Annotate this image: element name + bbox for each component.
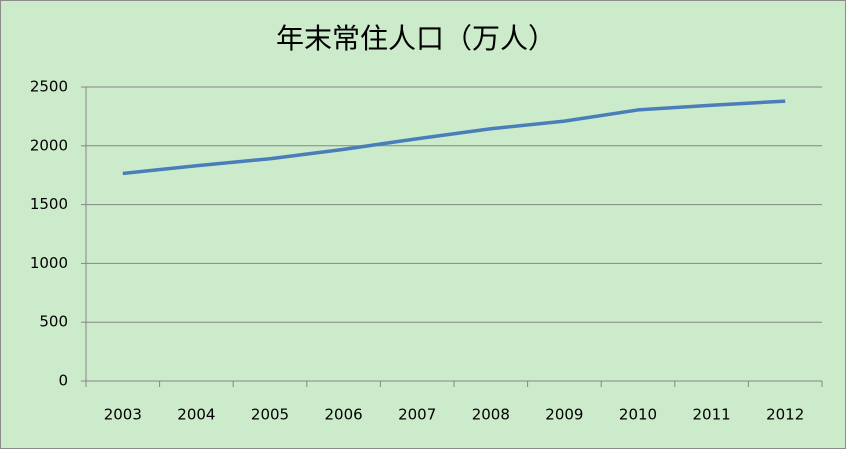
y-tick-label: 1000 xyxy=(30,254,68,272)
x-tick-label: 2003 xyxy=(104,406,142,424)
x-tick-label: 2012 xyxy=(766,406,804,424)
data-line xyxy=(122,99,786,176)
x-tick-label: 2004 xyxy=(177,406,215,424)
y-tick-label: 2500 xyxy=(30,78,68,96)
x-tick-label: 2009 xyxy=(545,406,583,424)
x-tick-label: 2007 xyxy=(398,406,436,424)
x-tick-label: 2010 xyxy=(619,406,657,424)
x-tick-label: 2006 xyxy=(325,406,363,424)
y-tick-label: 0 xyxy=(58,372,68,390)
y-tick-label: 2000 xyxy=(30,136,68,154)
x-tick-label: 2005 xyxy=(251,406,289,424)
y-tick-label: 1500 xyxy=(30,195,68,213)
y-tick-label: 500 xyxy=(39,313,68,331)
x-tick-label: 2011 xyxy=(693,406,731,424)
x-tick-label: 2008 xyxy=(472,406,510,424)
chart-title: 年末常住人口（万人） xyxy=(276,22,556,55)
